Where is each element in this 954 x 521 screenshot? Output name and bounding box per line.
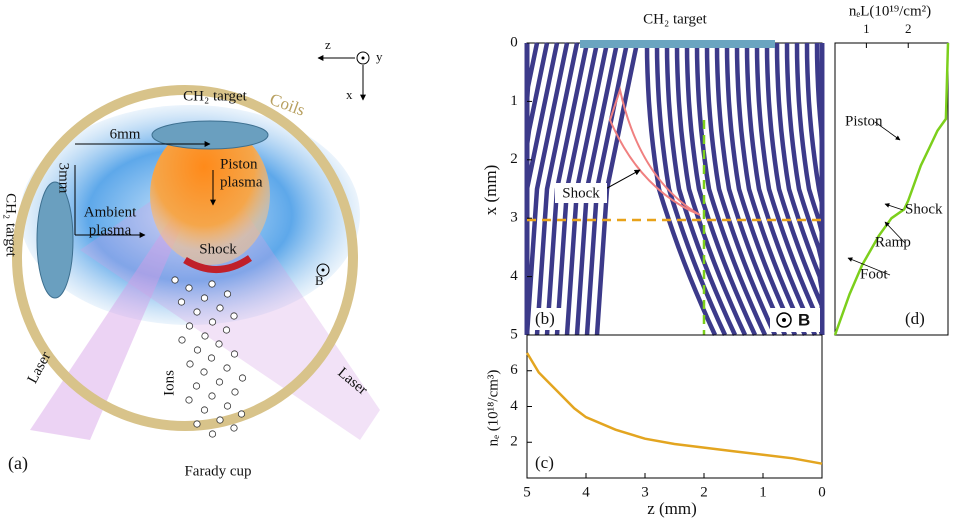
- y-tick-label: 3: [510, 210, 518, 226]
- x-tick-label: 5: [523, 484, 531, 500]
- out-of-plane: [322, 269, 325, 272]
- axis-label: x: [346, 87, 353, 102]
- ion: [194, 347, 200, 353]
- x-tick-label: 4: [582, 484, 590, 500]
- label: B: [798, 310, 810, 329]
- y-tick-label: 5: [510, 326, 518, 342]
- label: Laser: [25, 349, 55, 386]
- x-tick-label: 2: [905, 21, 912, 36]
- ion: [209, 319, 215, 325]
- ion: [201, 407, 207, 413]
- ion: [193, 383, 199, 389]
- ion: [231, 425, 237, 431]
- axis-label: z: [325, 37, 331, 52]
- label: CH₂ target: [183, 88, 248, 104]
- y-tick-label: 4: [510, 268, 518, 284]
- panel-a: Coils CH₂ target CH₂ target 6mm 3mm Pist…: [3, 37, 383, 479]
- label: Shock: [562, 185, 600, 201]
- data-line: [835, 43, 948, 335]
- label: B: [315, 273, 324, 288]
- label: Shock: [199, 241, 237, 257]
- label: Ions: [161, 370, 177, 396]
- annotation: Foot: [860, 266, 888, 282]
- y-tick-label: 0: [510, 34, 518, 50]
- data-line: [527, 353, 822, 464]
- arrow: [885, 204, 903, 210]
- x-tick-label: 0: [818, 484, 826, 500]
- ion: [201, 295, 207, 301]
- label: Piston: [220, 156, 258, 172]
- ion: [216, 341, 222, 347]
- ion: [216, 379, 222, 385]
- ion: [186, 285, 192, 291]
- y-tick-label: 2: [510, 151, 518, 167]
- ion: [217, 305, 223, 311]
- label: Ambient: [84, 204, 137, 220]
- ion: [208, 355, 214, 361]
- ion: [209, 431, 215, 437]
- ion: [224, 291, 230, 297]
- axis-label: nₑL(10¹⁹/cm²): [849, 3, 931, 19]
- figure: Coils CH₂ target CH₂ target 6mm 3mm Pist…: [0, 0, 954, 521]
- y-tick-label: 1: [510, 93, 518, 109]
- out-of-plane: [782, 318, 786, 322]
- x-tick-label: 2: [700, 484, 708, 500]
- target-disk: [37, 182, 73, 298]
- ion: [217, 417, 223, 423]
- label: 6mm: [110, 126, 141, 142]
- panel-b: Shock CH₂ target (b) B x (mm): [481, 11, 822, 335]
- label: Farady cup: [184, 463, 251, 479]
- ion: [186, 323, 192, 329]
- y-tick-label: 2: [510, 434, 518, 450]
- ion: [239, 375, 245, 381]
- ion: [194, 421, 200, 427]
- ion: [172, 277, 178, 283]
- annotation: Ramp: [875, 234, 911, 250]
- ion: [186, 397, 192, 403]
- panel-label: (c): [535, 453, 554, 472]
- axis-label: x (mm): [481, 165, 500, 216]
- label: CH₂ target: [3, 193, 19, 258]
- annotation: Shock: [905, 201, 943, 217]
- ion: [224, 365, 230, 371]
- target-bar: [580, 40, 775, 48]
- out-of-plane: [362, 57, 365, 60]
- x-tick-label: 1: [759, 484, 767, 500]
- panel-label: (d): [905, 309, 925, 328]
- label: 3mm: [56, 163, 72, 194]
- ion: [232, 389, 238, 395]
- ion: [179, 337, 185, 343]
- ion: [202, 333, 208, 339]
- panel-label: (b): [535, 309, 555, 328]
- axis-label: y: [376, 49, 383, 64]
- axis-label: z (mm): [647, 499, 697, 518]
- ion: [223, 327, 229, 333]
- ion: [194, 309, 200, 315]
- ion: [209, 281, 215, 287]
- label: plasma: [220, 174, 263, 190]
- y-tick-label: 6: [510, 362, 518, 378]
- y-tick-label: 4: [510, 398, 518, 414]
- title: CH₂ target: [643, 11, 708, 27]
- panel-label: (a): [8, 453, 28, 474]
- ion: [231, 313, 237, 319]
- target-disk: [152, 121, 268, 149]
- ion: [201, 369, 207, 375]
- label: plasma: [89, 222, 132, 238]
- ion: [209, 393, 215, 399]
- annotation: Piston: [845, 113, 883, 129]
- ion: [187, 361, 193, 367]
- ion: [238, 411, 244, 417]
- ion: [224, 403, 230, 409]
- ion: [231, 351, 237, 357]
- x-tick-label: 1: [863, 21, 870, 36]
- ion: [178, 299, 184, 305]
- axis-label: nₑ (10¹⁸/cm³): [485, 370, 501, 447]
